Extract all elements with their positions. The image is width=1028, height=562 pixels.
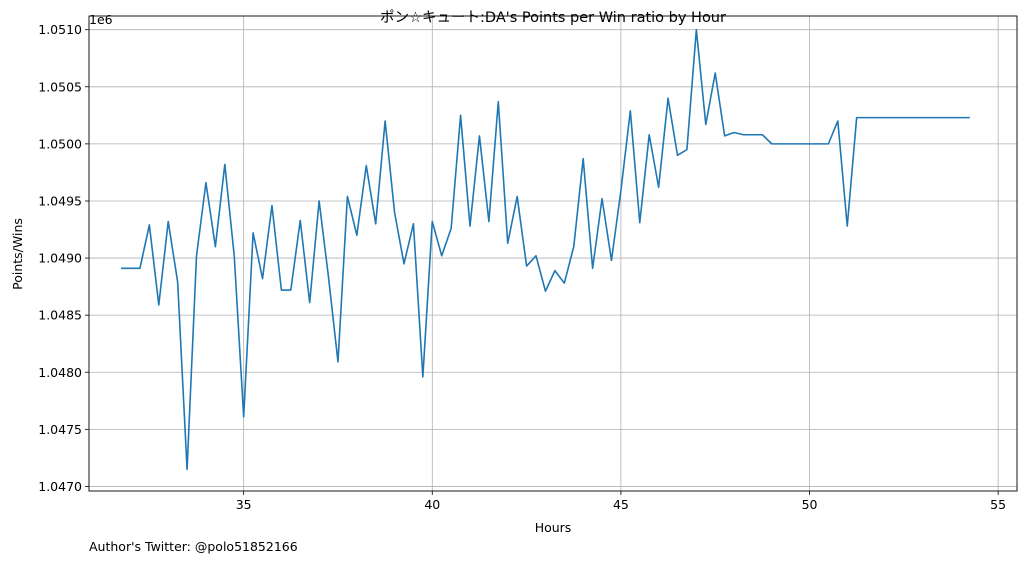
x-tick-label: 55	[990, 497, 1006, 512]
series-line	[121, 28, 970, 471]
x-tick-label: 50	[802, 497, 818, 512]
y-tick-label: 1.0490	[38, 251, 82, 266]
y-tick-label: 1.0475	[38, 422, 82, 437]
y-offset-label: 1e6	[89, 12, 113, 27]
y-axis-label: Points/Wins	[10, 218, 25, 290]
plot-frame	[88, 15, 1018, 492]
author-caption: Author's Twitter: @polo51852166	[89, 539, 298, 554]
grid	[89, 16, 1017, 491]
y-tick-label: 1.0505	[38, 79, 82, 94]
chart-title: ポン☆キュート:DA's Points per Win ratio by Hou…	[380, 9, 726, 26]
y-tick-label: 1.0480	[38, 365, 82, 380]
x-tick-label: 45	[613, 497, 629, 512]
x-tick-label: 35	[236, 497, 252, 512]
x-axis-label: Hours	[535, 520, 572, 535]
y-tick-label: 1.0485	[38, 308, 82, 323]
y-tick-label: 1.0495	[38, 193, 82, 208]
y-tick-label: 1.0500	[38, 136, 82, 151]
y-tick-label: 1.0510	[38, 22, 82, 37]
ticks: 35 40 45 50 55 1.0470 1.0475 1.0480 1.0485 1.0490…	[38, 22, 1006, 512]
x-tick-label: 40	[424, 497, 440, 512]
y-tick-label: 1.0470	[38, 479, 82, 494]
